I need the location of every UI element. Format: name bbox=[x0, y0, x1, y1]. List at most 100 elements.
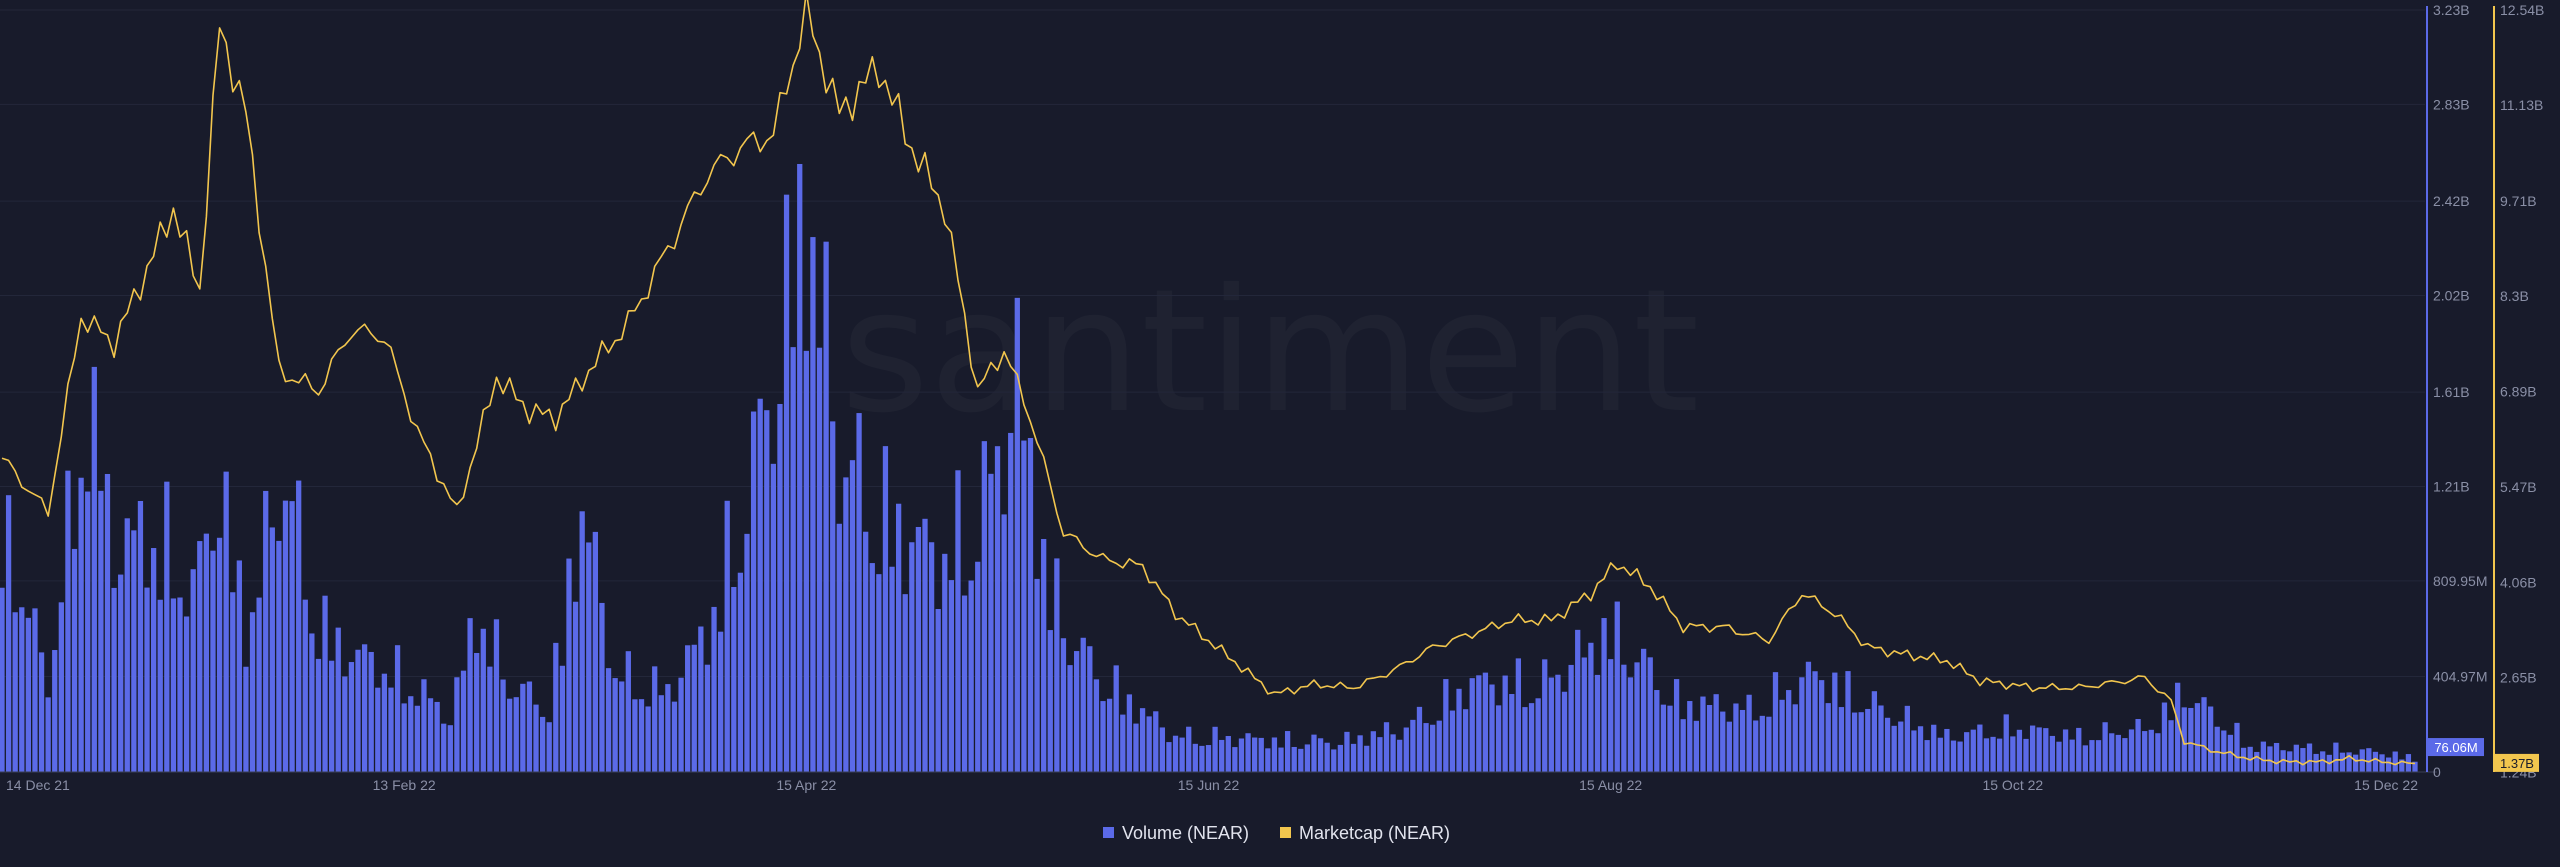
volume-bar bbox=[296, 480, 302, 772]
volume-bar bbox=[1324, 742, 1330, 772]
volume-bar bbox=[1673, 679, 1680, 772]
left-axis-tick-label: 809.95M bbox=[2433, 573, 2487, 589]
volume-bar bbox=[1660, 704, 1667, 772]
volume-bar bbox=[928, 542, 935, 772]
volume-bar bbox=[843, 477, 849, 772]
volume-bar bbox=[1825, 703, 1831, 772]
volume-bar bbox=[1950, 740, 1957, 772]
volume-bar bbox=[2016, 729, 2023, 772]
volume-bar bbox=[1522, 707, 1528, 772]
volume-bar bbox=[2089, 740, 2095, 772]
volume-bar bbox=[381, 673, 388, 772]
volume-bar bbox=[777, 403, 783, 772]
volume-bar bbox=[2135, 719, 2141, 772]
volume-bar bbox=[2109, 733, 2115, 772]
volume-bar bbox=[1041, 538, 1047, 772]
volume-bar bbox=[1911, 730, 1917, 772]
volume-bar bbox=[243, 666, 249, 772]
volume-bar bbox=[2148, 729, 2154, 772]
volume-bar bbox=[1832, 672, 1838, 772]
volume-bar bbox=[1383, 722, 1390, 772]
marketcap-current-value: 1.37B bbox=[2500, 756, 2534, 771]
volume-bar bbox=[1548, 677, 1554, 772]
volume-bar bbox=[480, 628, 486, 772]
volume-bar bbox=[1054, 558, 1060, 772]
volume-bar bbox=[2366, 748, 2372, 772]
volume-bar bbox=[731, 586, 737, 772]
volume-bar bbox=[1219, 739, 1225, 772]
volume-bar bbox=[1423, 723, 1429, 772]
volume-bar bbox=[2320, 751, 2326, 772]
volume-bar bbox=[1997, 738, 2003, 772]
volume-bar bbox=[1884, 717, 1891, 772]
volume-bar bbox=[38, 652, 45, 772]
volume-bar bbox=[190, 569, 196, 772]
volume-bar bbox=[1265, 748, 1271, 772]
volume-bar bbox=[2069, 739, 2075, 772]
volume-bar bbox=[1772, 672, 1779, 772]
volume-bar bbox=[698, 626, 704, 772]
volume-bar bbox=[2056, 741, 2062, 772]
legend-swatch bbox=[1280, 827, 1291, 838]
x-tick-label: 15 Jun 22 bbox=[1178, 777, 1240, 793]
volume-bar bbox=[1693, 720, 1700, 772]
volume-bar bbox=[1654, 690, 1660, 772]
volume-bar bbox=[1502, 675, 1508, 772]
volume-bar bbox=[460, 670, 467, 772]
volume-bar bbox=[2300, 748, 2306, 772]
volume-bar bbox=[124, 518, 130, 772]
volume-bar bbox=[0, 587, 5, 772]
volume-bar bbox=[797, 163, 803, 772]
volume-bar bbox=[1238, 738, 1245, 772]
volume-bar bbox=[2029, 725, 2036, 772]
volume-bar bbox=[1390, 734, 1396, 772]
volume-bar bbox=[909, 542, 915, 772]
volume-bar bbox=[1924, 740, 1930, 772]
volume-bar bbox=[230, 592, 236, 772]
volume-bar bbox=[1456, 688, 1462, 772]
volume-bar bbox=[1555, 674, 1561, 772]
volume-bar bbox=[329, 660, 335, 772]
volume-bar bbox=[315, 658, 322, 772]
volume-bar bbox=[711, 606, 717, 772]
volume-bar bbox=[2254, 751, 2260, 772]
volume-bar bbox=[546, 722, 552, 772]
volume-bar bbox=[902, 594, 908, 772]
volume-bar bbox=[1608, 659, 1614, 772]
legend: Volume (NEAR) Marketcap (NEAR) bbox=[1103, 823, 1450, 843]
volume-bar bbox=[493, 619, 500, 772]
volume-bar bbox=[1482, 672, 1489, 772]
volume-bar bbox=[981, 441, 987, 772]
volume-bar bbox=[2221, 730, 2227, 772]
x-tick-label: 15 Dec 22 bbox=[2354, 777, 2418, 793]
volume-bar bbox=[922, 518, 928, 772]
volume-bar bbox=[454, 677, 460, 772]
volume-bar bbox=[605, 668, 612, 772]
volume-bar bbox=[2306, 743, 2313, 772]
volume-bar bbox=[1792, 704, 1798, 772]
volume-bar bbox=[1931, 724, 1937, 772]
volume-bar bbox=[183, 616, 190, 772]
volume-bar bbox=[889, 566, 895, 772]
volume-bar bbox=[85, 491, 91, 772]
volume-bar bbox=[1436, 720, 1442, 772]
volume-bar bbox=[876, 574, 882, 772]
volume-bar bbox=[263, 490, 269, 772]
volume-bar bbox=[1370, 731, 1376, 772]
volume-bar bbox=[1087, 646, 1093, 772]
volume-bar bbox=[810, 237, 816, 773]
volume-bar bbox=[2188, 707, 2194, 772]
x-tick-label: 13 Feb 22 bbox=[373, 777, 436, 793]
volume-bar bbox=[757, 398, 763, 772]
volume-bars bbox=[0, 163, 2418, 773]
volume-bar bbox=[935, 609, 941, 772]
volume-bar bbox=[823, 241, 829, 772]
volume-bar bbox=[2010, 736, 2016, 772]
volume-current-value: 76.06M bbox=[2434, 740, 2477, 755]
volume-bar bbox=[2392, 751, 2398, 772]
volume-bar bbox=[1601, 618, 1607, 772]
volume-bar bbox=[1753, 720, 1759, 772]
volume-bar bbox=[612, 678, 618, 772]
volume-bar bbox=[2003, 714, 2009, 772]
volume-bar bbox=[1964, 732, 1970, 772]
